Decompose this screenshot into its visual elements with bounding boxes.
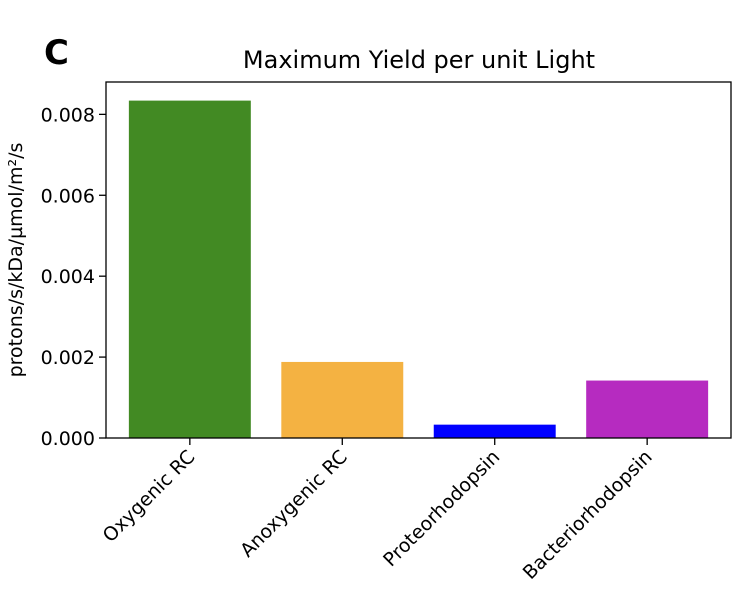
x-tick-label: Oxygenic RC [99,446,200,547]
y-axis: 0.000 0.002 0.004 0.006 0.008 [41,104,106,450]
bar-anoxygenic-rc [281,361,404,438]
bar-oxygenic-rc [128,100,251,438]
y-tick-label: 0.004 [41,266,95,288]
y-tick-label: 0.008 [41,104,95,126]
chart-title: Maximum Yield per unit Light [243,46,595,74]
bar-bacteriorhodopsin [586,380,709,438]
x-tick-label: Proteorhodopsin [379,446,504,571]
bars-group [128,100,709,438]
bar-proteorhodopsin [433,424,556,438]
y-tick-label: 0.006 [41,185,95,207]
y-tick-label: 0.000 [41,428,95,450]
y-axis-label: protons/s/kDa/µmol/m²/s [5,143,27,378]
x-axis: Oxygenic RC Anoxygenic RC Proteorhodopsin B… [99,438,657,584]
y-tick-label: 0.002 [41,347,95,369]
panel-label: C [44,33,69,73]
x-tick-label: Bacteriorhodopsin [519,446,657,584]
plot-frame [105,81,732,439]
x-tick-label: Anoxygenic RC [236,446,352,562]
